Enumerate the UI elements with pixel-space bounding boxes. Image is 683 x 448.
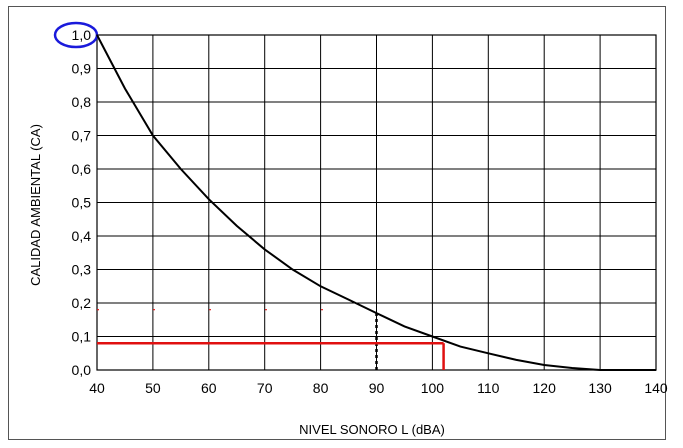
grid-layer [96,34,657,371]
series-point-0-0 [96,34,98,36]
x-tick-label-40: 40 [89,380,105,396]
x-tick-label-90: 90 [369,380,385,396]
x-tick-label-120: 120 [533,380,557,396]
tick-layer: 40 50 60 70 80 90 100 110 120 130 140 0,0 0,1 0,2 0,3 0… [72,27,668,396]
series-point-0-5 [236,225,238,227]
x-tick-label-60: 60 [201,380,217,396]
chart-frame [8,6,666,440]
x-tick-label-110: 110 [477,380,500,396]
series-point-0-8 [320,285,322,287]
x-tick-label-130: 130 [588,380,612,396]
x-tick-label-80: 80 [313,380,329,396]
series-point-0-4 [208,198,210,200]
x-axis-title: NIVEL SONORO L (dBA) [299,422,445,437]
y-tick-label-5: 0,5 [72,195,92,211]
series-point-0-13 [459,345,461,348]
series-point-0-7 [292,268,294,271]
y-tick-label-3: 0,3 [72,262,92,278]
y-tick-label-10: 1,0 [72,27,92,43]
y-tick-label-7: 0,7 [72,128,92,144]
series-point-0-1 [124,88,126,90]
series-point-0-3 [180,168,182,170]
x-tick-label-70: 70 [257,380,273,396]
y-tick-label-9: 0,9 [72,61,92,77]
x-tick-label-50: 50 [145,380,161,396]
series-point-0-16 [543,364,545,366]
y-axis-title: CALIDAD AMBIENTAL (CA) [28,124,43,286]
y-tick-label-8: 0,8 [72,94,92,110]
series-point-0-12 [431,335,433,338]
y-tick-label-0: 0,0 [72,362,92,378]
series-point-0-19 [627,369,629,371]
x-tick-label-100: 100 [421,380,445,396]
series-point-0-11 [403,325,406,328]
series-point-0-18 [599,369,601,371]
series-layer [96,34,657,371]
series-point-0-2 [152,134,154,137]
series-point-0-6 [264,248,266,250]
series-point-0-14 [487,352,489,354]
y-tick-label-1: 0,1 [72,329,92,345]
y-tick-label-2: 0,2 [72,295,92,311]
y-tick-label-6: 0,6 [72,161,92,177]
series-point-0-15 [515,359,517,361]
series-point-0-17 [571,367,573,369]
y-tick-label-4: 0,4 [72,228,92,244]
x-tick-label-140: 140 [644,380,668,396]
series-point-0-20 [655,369,657,371]
series-point-0-9 [347,299,350,301]
series-point-0-10 [375,312,378,314]
